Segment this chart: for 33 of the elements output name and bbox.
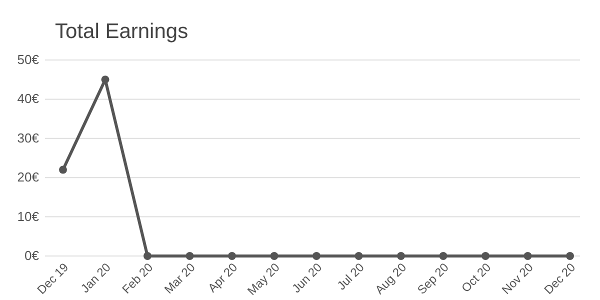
- y-tick-label: 10€: [17, 208, 40, 224]
- point: [397, 252, 405, 260]
- point: [186, 252, 194, 260]
- point: [354, 252, 363, 260]
- point: [270, 252, 278, 260]
- point: [566, 252, 574, 260]
- y-tick-label: 20€: [17, 170, 40, 185]
- point: [482, 252, 490, 260]
- point: [524, 252, 532, 260]
- x-tick-label: Nov 20: [499, 260, 536, 298]
- point: [59, 166, 67, 174]
- x-tick-label: Sep 20: [414, 260, 452, 298]
- y-tick-label: 30€: [17, 130, 40, 146]
- chart-title: Total Earnings: [55, 20, 188, 43]
- y-tick-label: 0€: [24, 248, 40, 263]
- point: [312, 252, 320, 260]
- point: [228, 252, 236, 260]
- y-tick-label: 40€: [17, 91, 40, 106]
- x-tick-label: Feb 20: [119, 260, 156, 297]
- point: [101, 76, 110, 84]
- x-tick-label: Dec 19: [34, 260, 72, 298]
- x-tick-label: Mar 20: [162, 260, 198, 297]
- point: [439, 252, 448, 260]
- x-tick-label: Jul 20: [334, 260, 368, 293]
- x-tick-label: May 20: [244, 260, 283, 298]
- x-tick-label: Apr 20: [205, 260, 240, 296]
- x-tick-label: Oct 20: [458, 260, 494, 296]
- x-tick-label: Jun 20: [289, 260, 325, 296]
- x-tick-label: Aug 20: [372, 260, 410, 298]
- x-tick-label: Jan 20: [78, 260, 114, 296]
- y-tick-label: 50€: [17, 52, 40, 67]
- x-tick-label: Dec 20: [541, 260, 578, 298]
- point: [144, 252, 152, 260]
